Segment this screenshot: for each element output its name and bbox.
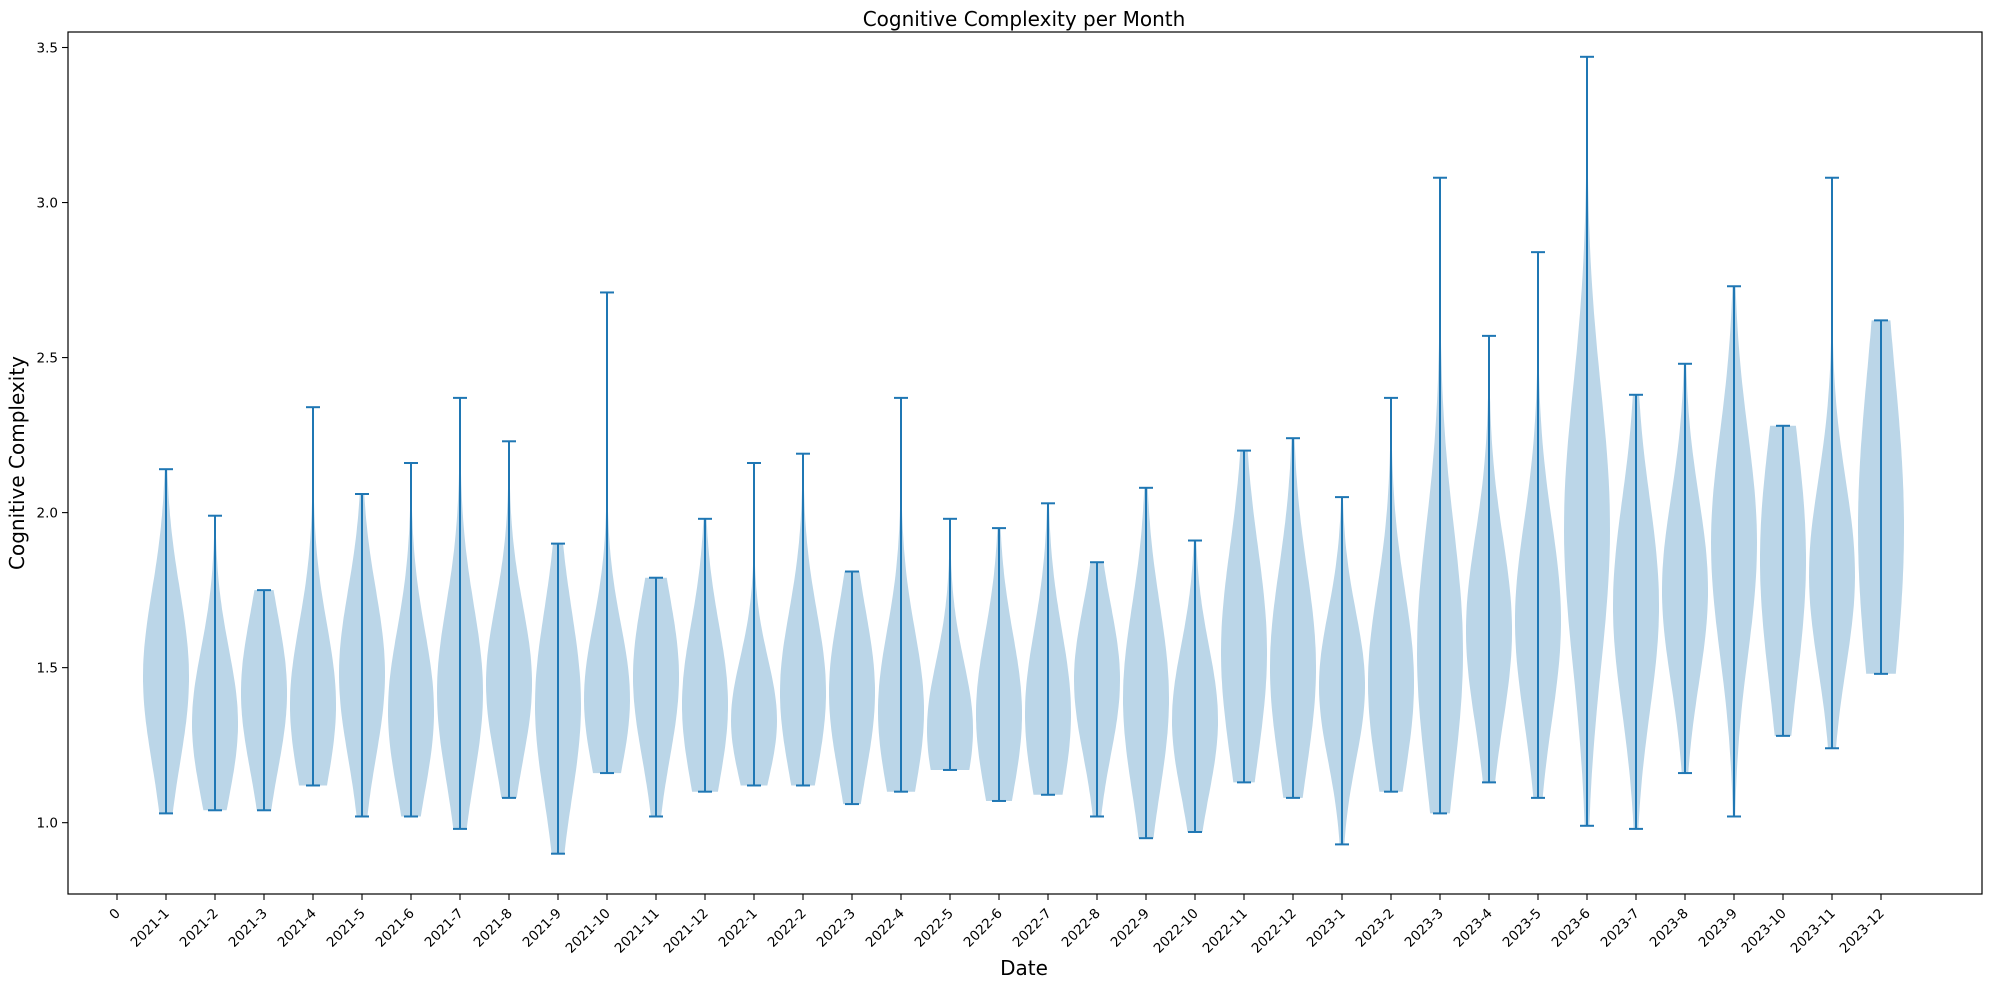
violins-group [143,55,1904,855]
violin-2022-10 [1172,539,1218,833]
x-tick-label: 2021-1 [128,906,173,951]
x-tick-label: 2023-10 [1739,906,1790,957]
x-axis: 0 2021-1 2021-2 2021-3 2021-4 2021-5 2021-6 202… [106,894,1888,957]
x-tick-label: 2023-11 [1788,906,1839,957]
violin-2021-11 [633,576,679,818]
violin-2023-11 [1809,176,1855,750]
violin-2022-3 [829,570,875,806]
violin-2021-3 [241,589,287,812]
violin-2022-12 [1270,437,1316,799]
x-tick-label: 2023-12 [1837,906,1888,957]
x-tick-label: 2022-8 [1059,906,1104,951]
x-tick-label: 0 [106,906,123,923]
x-tick-label: 2022-11 [1200,906,1251,957]
x-tick-label: 2023-4 [1451,906,1496,951]
x-tick-label: 2021-7 [422,906,467,951]
chart-title: Cognitive Complexity per Month [863,7,1186,31]
violin-2021-1 [143,468,189,815]
plot-frame [67,31,1983,895]
violin-2023-2 [1368,396,1414,793]
violin-2021-5 [339,493,385,818]
x-tick-label: 2022-2 [765,906,810,951]
violin-2022-6 [976,527,1022,802]
violin-2023-9 [1711,285,1757,818]
x-tick-label: 2021-6 [373,906,418,951]
violin-2021-7 [437,396,483,830]
x-tick-label: 2022-7 [1010,906,1055,951]
x-tick-label: 2022-4 [863,906,908,951]
violin-2021-12 [682,517,728,793]
x-tick-label: 2023-6 [1549,906,1594,951]
violin-2021-6 [388,462,434,818]
y-axis: 1.0 1.5 2.0 2.5 3.0 3.5 [37,41,68,832]
violin-2021-4 [290,406,336,787]
violin-2023-6 [1564,55,1610,827]
violin-2022-7 [1025,502,1071,796]
violin-2022-1 [731,462,777,787]
violin-2021-8 [486,440,532,799]
x-tick-label: 2022-5 [912,906,957,951]
violin-2023-12 [1858,319,1904,675]
violin-2021-9 [535,542,581,855]
y-tick-label: 1.0 [37,816,58,832]
x-axis-label: Date [1000,956,1048,980]
violin-2023-1 [1319,496,1365,846]
x-tick-label: 2021-4 [275,906,320,951]
x-tick-label: 2023-7 [1598,906,1643,951]
x-tick-label: 2023-8 [1647,906,1692,951]
violin-2023-3 [1417,176,1463,815]
y-tick-label: 1.5 [37,661,58,677]
x-tick-label: 2021-2 [177,906,222,951]
x-tick-label: 2023-2 [1353,906,1398,951]
x-tick-label: 2022-10 [1151,906,1202,957]
x-tick-label: 2022-12 [1249,906,1300,957]
x-tick-label: 2022-9 [1108,906,1153,951]
x-tick-label: 2023-9 [1696,906,1741,951]
x-tick-label: 2021-12 [661,906,712,957]
violin-2023-5 [1515,251,1561,799]
x-tick-label: 2021-11 [612,906,663,957]
violin-2023-8 [1662,362,1708,775]
violin-2022-2 [780,452,826,787]
x-tick-label: 2022-1 [716,906,761,951]
x-tick-label: 2021-10 [563,906,614,957]
x-tick-label: 2021-5 [324,906,369,951]
violin-2022-11 [1221,449,1267,784]
y-axis-label: Cognitive Complexity [5,356,29,570]
x-tick-label: 2022-3 [814,906,859,951]
x-tick-label: 2023-1 [1304,906,1349,951]
violin-2022-9 [1123,486,1169,840]
violin-2022-8 [1074,561,1120,818]
y-tick-label: 2.0 [37,506,58,522]
x-tick-label: 2023-3 [1402,906,1447,951]
violin-2023-10 [1760,424,1806,737]
y-tick-label: 3.5 [37,41,58,57]
violin-2021-10 [584,291,630,775]
x-tick-label: 2021-8 [471,906,516,951]
y-tick-label: 2.5 [37,351,58,367]
violin-2023-4 [1466,334,1512,784]
x-tick-label: 2021-9 [520,906,565,951]
x-tick-label: 2022-6 [961,906,1006,951]
violin-2023-7 [1613,393,1659,830]
violin-2021-2 [192,514,238,812]
violin-2022-4 [878,396,924,793]
x-tick-label: 2023-5 [1500,906,1545,951]
y-tick-label: 3.0 [37,196,58,212]
violin-2022-5 [927,517,973,771]
x-tick-label: 2021-3 [226,906,271,951]
